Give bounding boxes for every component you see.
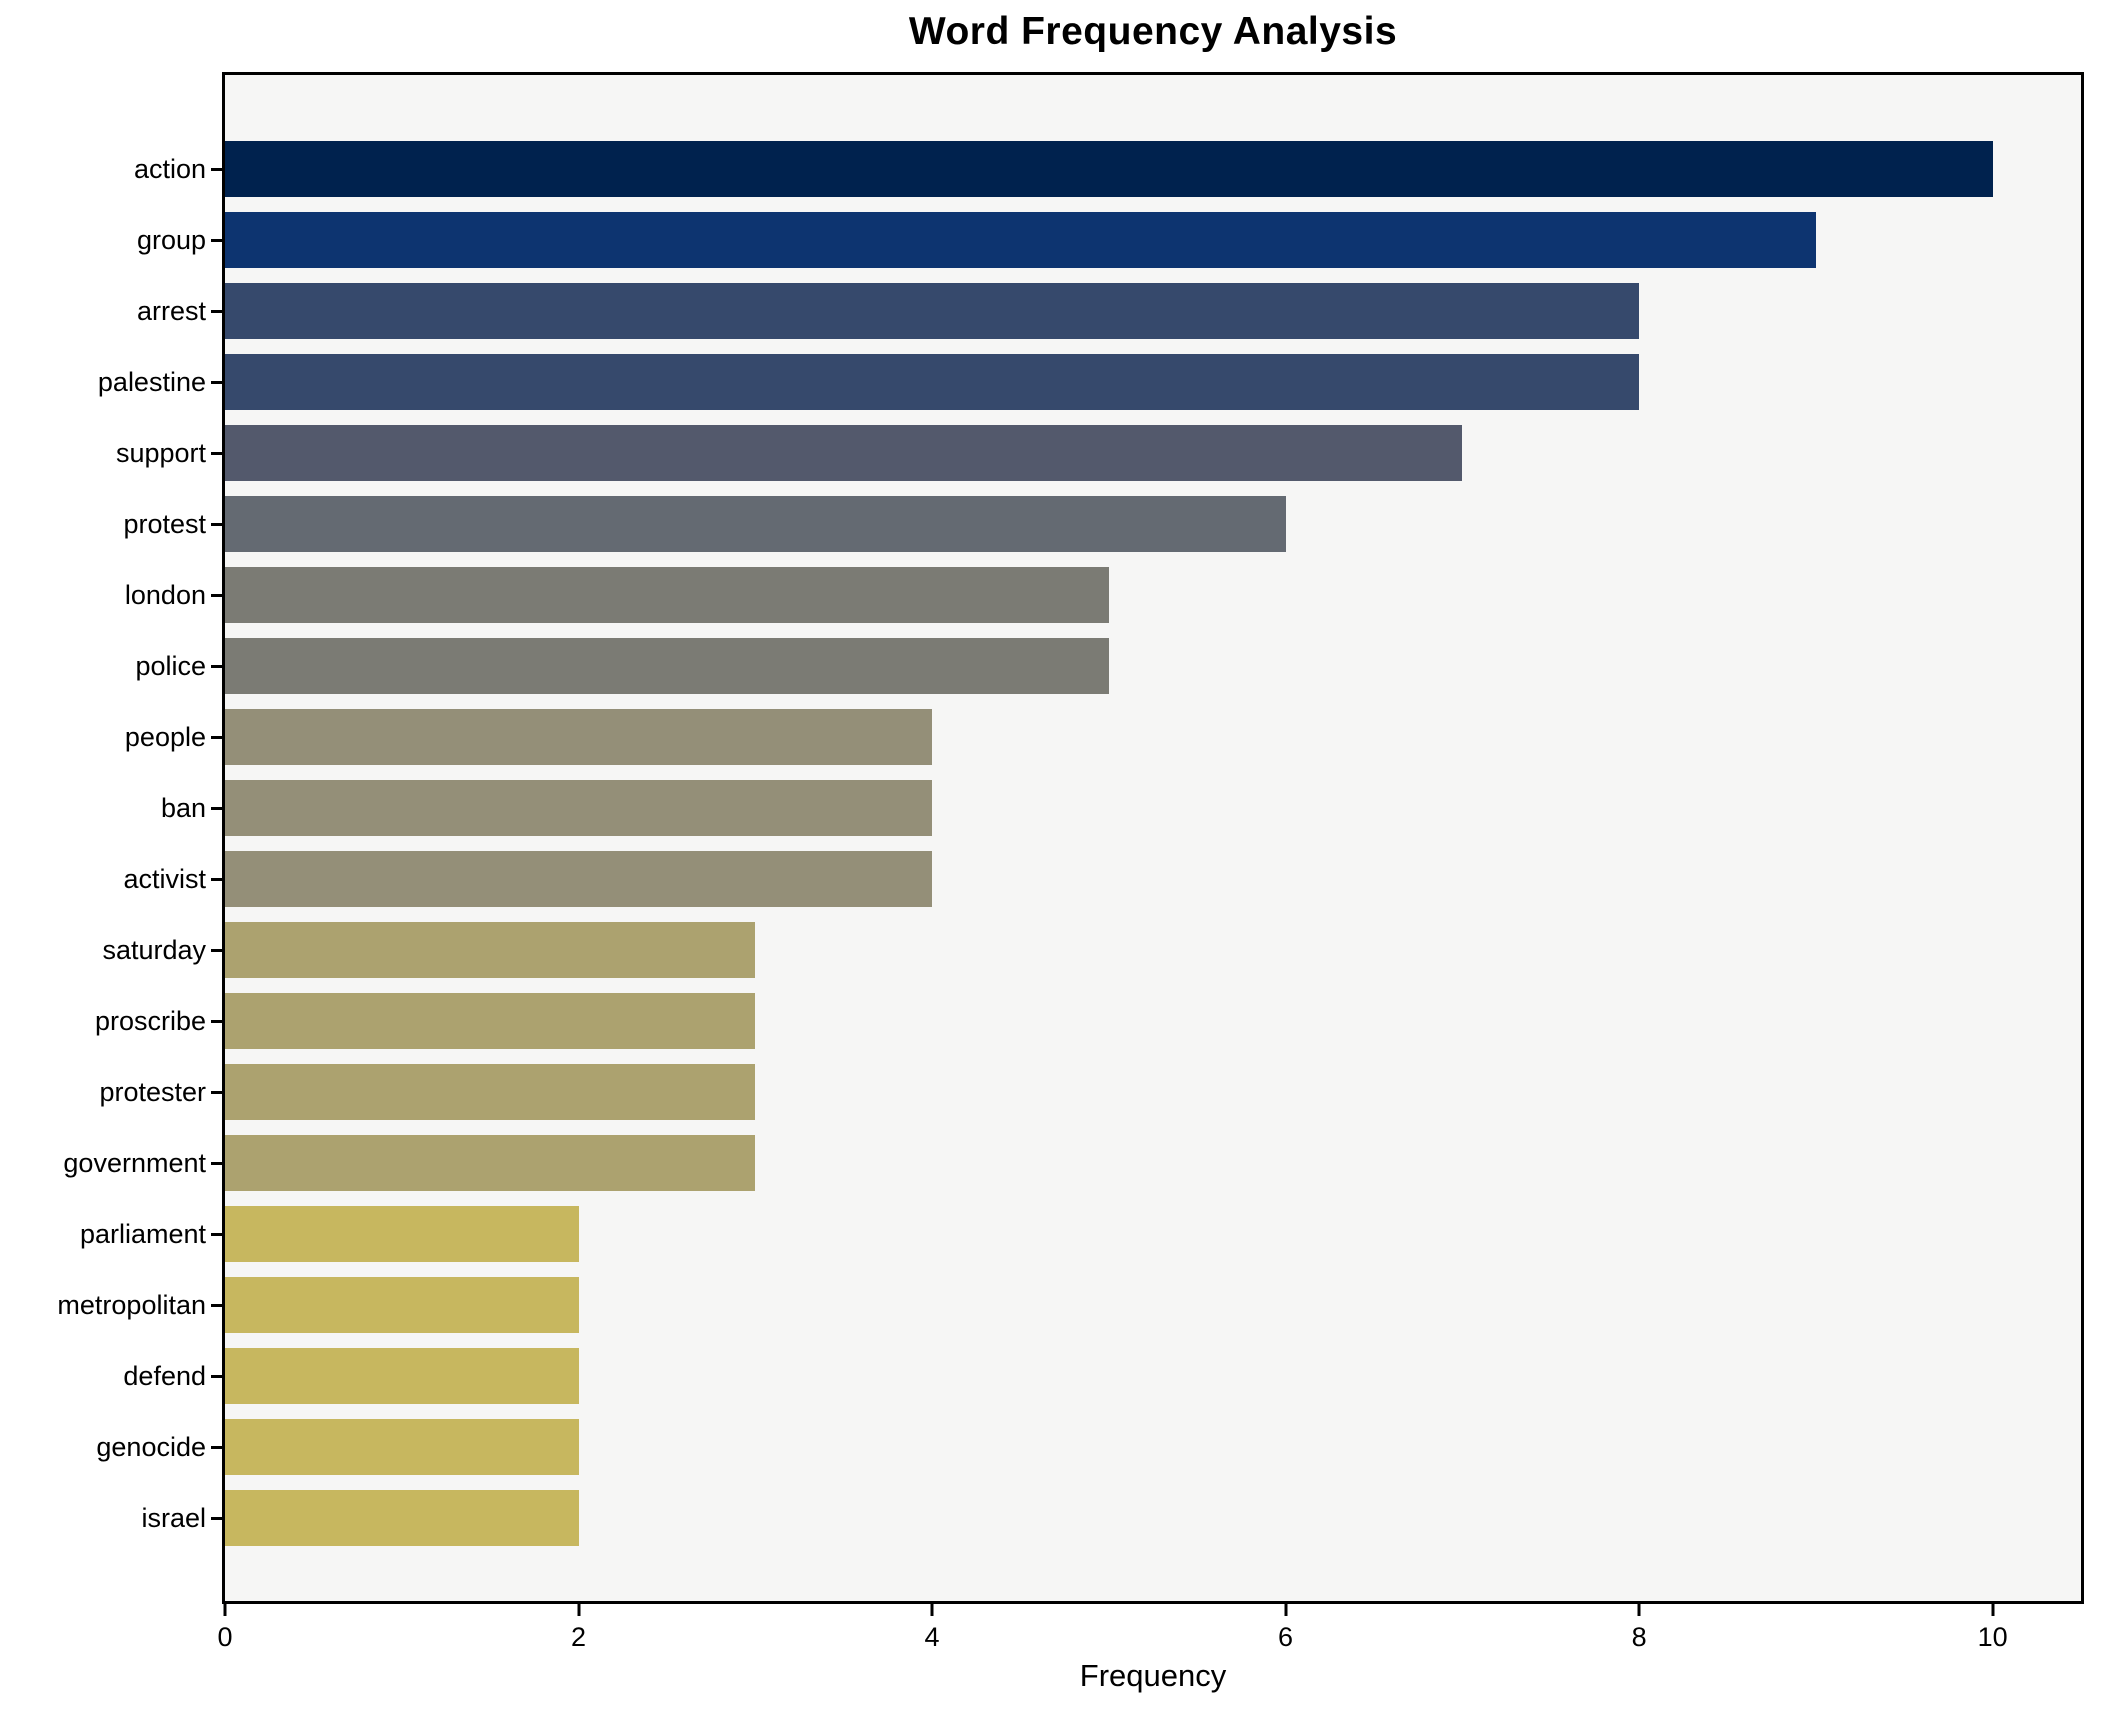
y-tick-label-saturday: saturday (102, 935, 206, 965)
y-tick-mark (211, 1162, 222, 1165)
bar-protest (225, 496, 1286, 552)
x-axis: 0 2 4 6 8 10 (217, 1604, 2081, 1674)
y-tick-label-genocide: genocide (96, 1432, 206, 1462)
bar-israel (225, 1490, 579, 1546)
y-tick-label-parliament: parliament (79, 1219, 206, 1249)
bar-defend (225, 1348, 579, 1404)
y-tick-label-proscribe: proscribe (94, 1006, 206, 1036)
bar-action (225, 141, 1993, 197)
x-tick-mark (930, 1604, 934, 1616)
y-tick-mark (211, 1020, 222, 1023)
x-axis-title: Frequency (1079, 1658, 1227, 1693)
bar-activist (225, 851, 933, 907)
y-tick-mark (211, 1304, 222, 1307)
y-tick-label-israel: israel (141, 1503, 206, 1533)
y-tick-mark (211, 594, 222, 597)
y-tick-label-london: london (124, 580, 206, 610)
y-tick-label-people: people (124, 722, 206, 752)
bar-genocide (225, 1419, 579, 1475)
y-tick-mark (211, 1517, 222, 1520)
bar-palestine (225, 354, 1640, 410)
x-tick-mark (1284, 1604, 1288, 1616)
x-tick-mark (1991, 1604, 1995, 1616)
bar-arrest (225, 283, 1640, 339)
y-tick-mark (211, 949, 222, 952)
bar-government (225, 1135, 756, 1191)
bar-metropolitan (225, 1277, 579, 1333)
x-tick-mark (223, 1604, 227, 1616)
y-tick-mark (211, 1233, 222, 1236)
bar-london (225, 567, 1109, 623)
y-tick-label-arrest: arrest (136, 296, 206, 326)
y-tick-mark (211, 736, 222, 739)
plot-area (222, 72, 2084, 1604)
y-tick-label-protest: protest (123, 509, 206, 539)
x-tick-label-6: 6 (1278, 1622, 1294, 1652)
x-tick-mark (577, 1604, 581, 1616)
bar-group (225, 212, 1816, 268)
y-axis-labels: action group arrest palestine support protest… (0, 0, 206, 1722)
y-tick-mark (211, 665, 222, 668)
y-tick-label-government: government (63, 1148, 206, 1178)
x-tick-label-2: 2 (571, 1622, 587, 1652)
y-tick-mark (211, 1091, 222, 1094)
bar-people (225, 709, 933, 765)
y-tick-label-ban: ban (160, 793, 206, 823)
y-tick-label-activist: activist (123, 864, 206, 894)
y-tick-mark (211, 239, 222, 242)
y-tick-mark (211, 878, 222, 881)
y-tick-mark (211, 1375, 222, 1378)
y-tick-label-palestine: palestine (97, 367, 206, 397)
bar-proscribe (225, 993, 756, 1049)
x-tick-label-0: 0 (217, 1622, 233, 1652)
y-tick-mark (211, 168, 222, 171)
bar-protester (225, 1064, 756, 1120)
bar-parliament (225, 1206, 579, 1262)
x-tick-label-8: 8 (1631, 1622, 1647, 1652)
y-tick-label-protester: protester (99, 1077, 206, 1107)
y-tick-label-police: police (135, 651, 206, 681)
y-tick-label-metropolitan: metropolitan (57, 1290, 206, 1320)
y-tick-label-group: group (136, 225, 206, 255)
x-tick-mark (1637, 1604, 1641, 1616)
x-tick-label-4: 4 (924, 1622, 940, 1652)
y-tick-mark (211, 807, 222, 810)
bar-police (225, 638, 1109, 694)
bar-support (225, 425, 1463, 481)
y-tick-label-defend: defend (123, 1361, 206, 1391)
y-tick-mark (211, 1446, 222, 1449)
y-tick-mark (211, 523, 222, 526)
y-tick-label-action: action (133, 154, 206, 184)
y-tick-mark (211, 381, 222, 384)
bar-ban (225, 780, 933, 836)
y-tick-mark (211, 310, 222, 313)
x-tick-label-10: 10 (1977, 1622, 2008, 1652)
chart-title: Word Frequency Analysis (908, 10, 1398, 53)
bar-saturday (225, 922, 756, 978)
y-tick-mark (211, 452, 222, 455)
y-tick-label-support: support (115, 438, 206, 468)
